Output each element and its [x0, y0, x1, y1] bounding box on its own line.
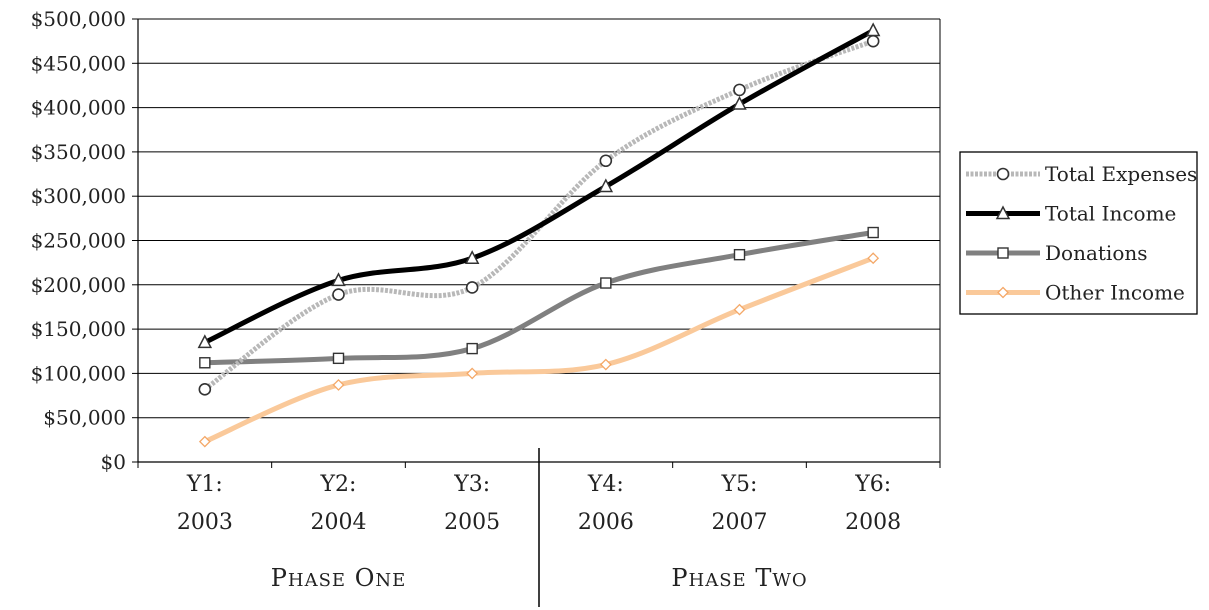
data-point-triangle: [331, 272, 346, 287]
data-point-diamond: [466, 367, 479, 380]
data-point-diamond: [733, 303, 746, 316]
legend-label: Donations: [1045, 241, 1148, 265]
series-total-expenses: [198, 34, 880, 396]
series-total-income: [197, 22, 881, 349]
data-point-triangle: [995, 205, 1011, 220]
series-line: [203, 38, 875, 392]
data-point-square: [733, 248, 746, 261]
gridlines: [132, 18, 940, 463]
phase-labels: PHASE ONE PHASE TWO: [271, 448, 807, 607]
legend-label: Total Expenses: [1045, 162, 1197, 186]
y-tick-label: $500,000: [31, 7, 126, 31]
x-tick-label: 2006: [578, 510, 634, 535]
x-tick-label: Y6:: [854, 472, 891, 497]
data-point-diamond: [997, 286, 1009, 299]
x-tick-label: Y1:: [186, 472, 223, 497]
data-point-circle: [996, 167, 1010, 181]
series-other-income: [198, 252, 880, 448]
series-line: [202, 255, 876, 445]
legend-label: Total Income: [1045, 202, 1176, 226]
data-point-circle: [733, 83, 746, 97]
data-point-triangle: [865, 22, 881, 37]
series-donations: [199, 226, 879, 369]
y-tick-label: $250,000: [31, 229, 126, 253]
data-point-diamond: [867, 252, 880, 265]
data-point-circle: [332, 288, 345, 301]
legend-item: Total Income: [966, 202, 1176, 226]
data-point-triangle: [732, 95, 747, 110]
data-point-circle: [599, 154, 613, 168]
y-tick-label: $450,000: [31, 51, 126, 75]
x-tick-label: 2004: [311, 510, 367, 535]
data-point-square: [466, 342, 478, 355]
phase-label: PHASE TWO: [671, 564, 807, 592]
data-point-triangle: [598, 178, 614, 193]
y-tick-label: $400,000: [31, 96, 126, 120]
data-point-circle: [465, 281, 479, 294]
legend-item: Other Income: [966, 281, 1185, 305]
data-point-diamond: [332, 378, 345, 391]
phase-label: PHASE ONE: [271, 564, 407, 592]
data-point-triangle: [197, 334, 213, 349]
x-tick-label: 2007: [712, 510, 768, 535]
y-tick-label: $0: [101, 450, 126, 474]
y-tick-label: $350,000: [31, 140, 126, 164]
legend-label: Other Income: [1045, 281, 1185, 305]
series-line: [202, 28, 876, 345]
series-line: [202, 230, 876, 366]
data-point-diamond: [599, 358, 612, 371]
y-tick-label: $50,000: [43, 406, 126, 430]
x-tick-label: Y2:: [320, 472, 357, 497]
data-point-square: [332, 352, 345, 365]
x-tick-label: 2008: [845, 510, 901, 535]
y-tick-label: $150,000: [31, 317, 126, 341]
y-tick-label: $200,000: [31, 273, 126, 297]
data-point-diamond: [198, 435, 211, 448]
data-point-square: [867, 226, 879, 239]
data-point-square: [997, 247, 1009, 259]
x-tick-label: Y3:: [453, 472, 490, 497]
legend: Total Expenses Total Income Donations Other…: [959, 151, 1198, 315]
x-tick-label: 2005: [444, 510, 500, 535]
y-tick-label: $100,000: [31, 361, 126, 385]
y-tick-label: $300,000: [31, 184, 126, 208]
legend-item: Total Expenses: [966, 162, 1197, 186]
data-point-square: [600, 277, 612, 289]
x-tick-label: 2003: [177, 510, 233, 535]
x-tick-label: Y4:: [587, 472, 624, 497]
x-tick-label: Y5:: [721, 472, 758, 497]
x-axis-tick-labels: Y1: 2003 Y2: 2004 Y3: 2005 Y4: 2006 Y5: 2007 Y6: 20…: [177, 472, 901, 535]
series-lines: [197, 22, 881, 448]
data-point-circle: [198, 383, 212, 396]
data-point-square: [199, 357, 211, 369]
data-point-circle: [866, 34, 880, 48]
y-axis-tick-labels: $0 $50,000 $100,000 $150,000 $200,000 $250,00…: [31, 7, 126, 474]
legend-item: Donations: [966, 241, 1148, 265]
data-point-triangle: [464, 250, 480, 264]
